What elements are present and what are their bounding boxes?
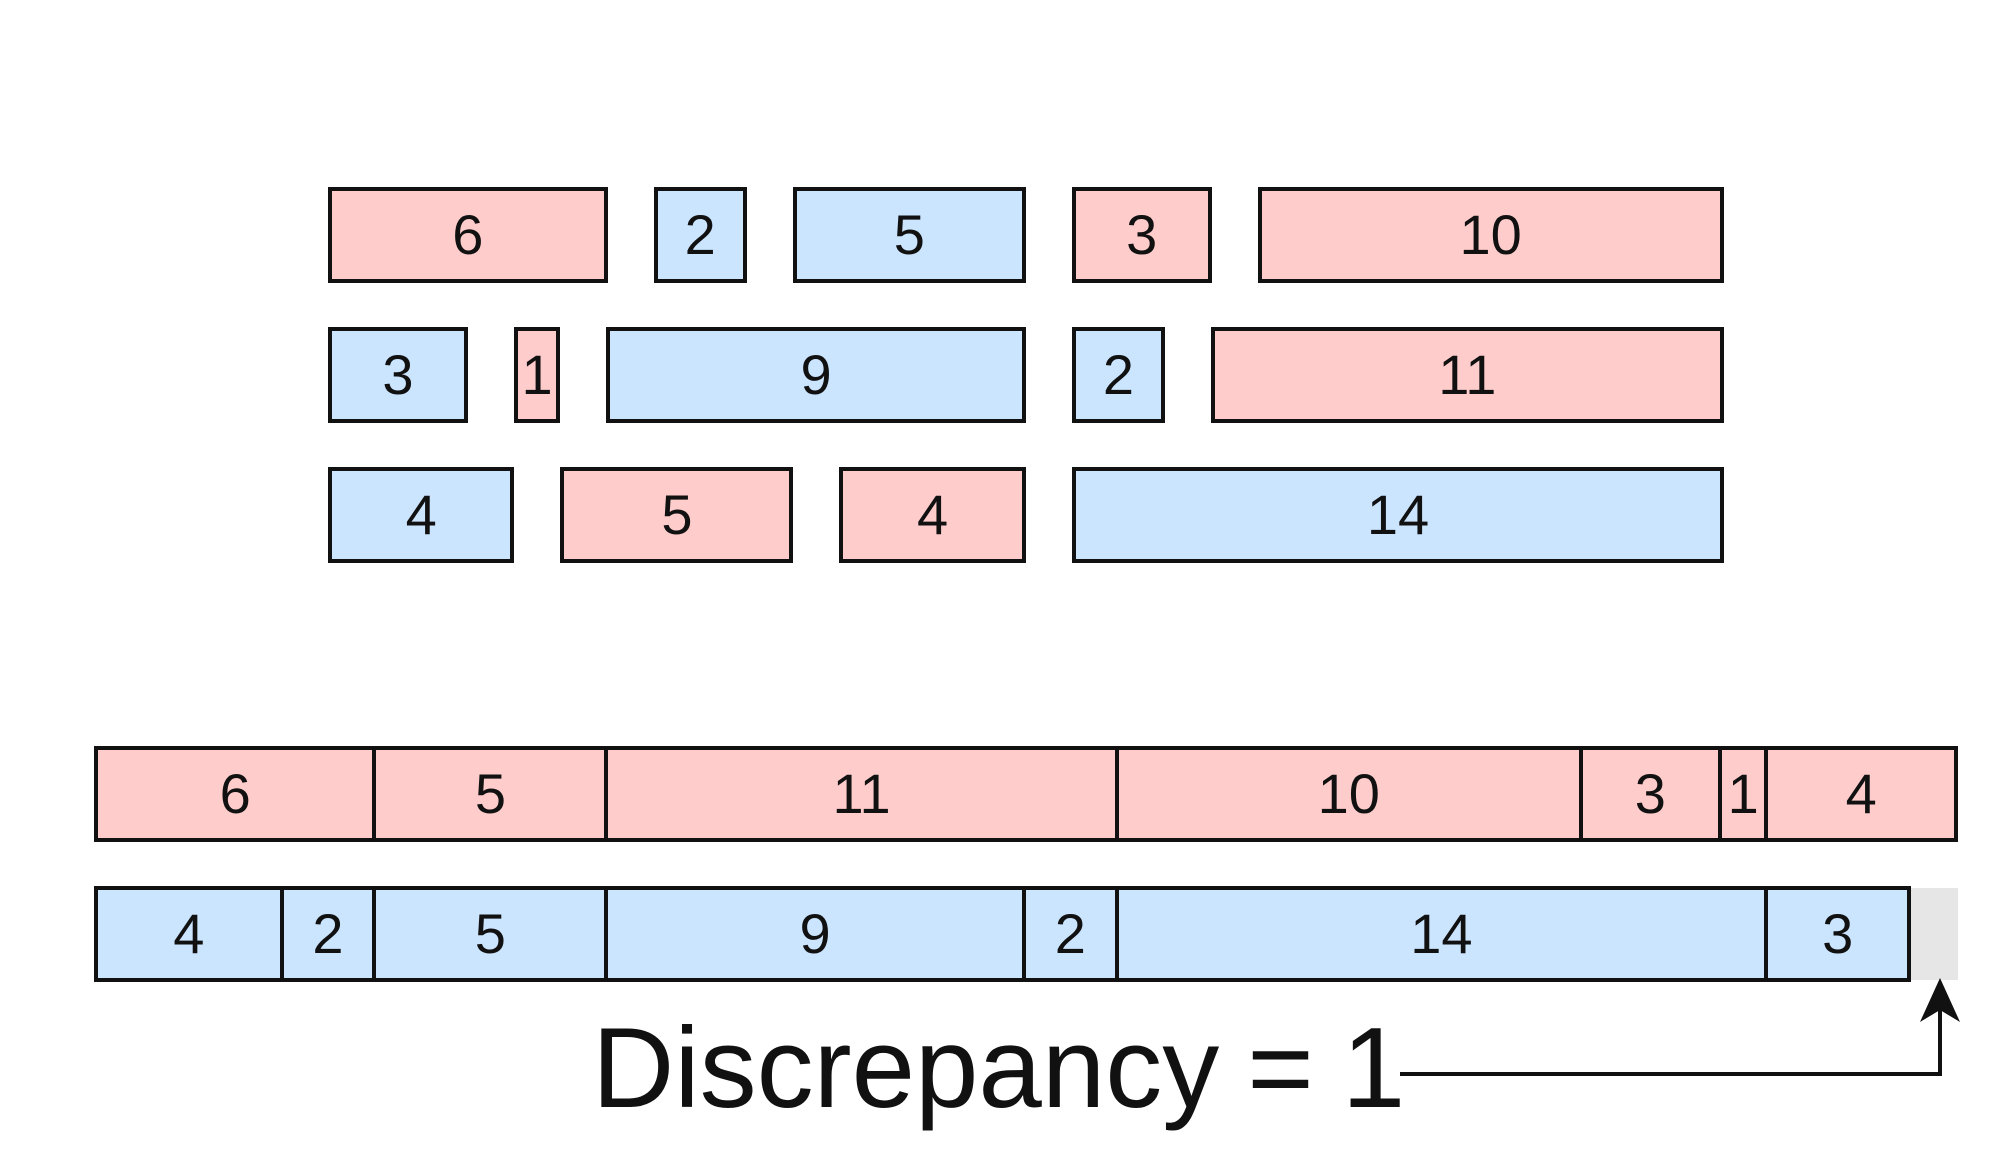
red-strip-segment-3: 11 — [608, 750, 1119, 838]
blue-strip-segment-1: 4 — [98, 890, 284, 978]
piece-row3-2: 5 — [560, 467, 794, 563]
red-strip: 6 5 11 10 3 1 4 — [94, 746, 1958, 842]
red-strip-segment-7: 4 — [1845, 762, 1877, 825]
caption-value: 1 — [1341, 1005, 1406, 1132]
connector-line — [1400, 990, 1942, 1076]
blue-strip: 4 2 5 9 2 14 3 — [94, 886, 1912, 982]
piece-row3-4: 14 — [1071, 467, 1725, 563]
piece-row2-4: 2 — [1071, 327, 1165, 423]
piece-row2-5: 11 — [1211, 327, 1724, 423]
red-strip-segment-6: 1 — [1722, 750, 1769, 838]
blue-strip-segment-5: 2 — [1026, 890, 1119, 978]
caption-label: Discrepancy — [592, 1005, 1220, 1132]
red-strip-segment-5: 3 — [1583, 750, 1722, 838]
caption-operator: = — [1247, 1005, 1314, 1132]
red-strip-segment-1: 6 — [98, 750, 377, 838]
discrepancy-gap — [1911, 888, 1958, 980]
piece-row1-1: 6 — [328, 187, 608, 283]
piece-row3-1: 4 — [328, 467, 515, 563]
discrepancy-caption: Discrepancy = 1 — [578, 1012, 1419, 1126]
blue-strip-segment-6: 14 — [1119, 890, 1769, 978]
piece-row2-3: 9 — [606, 327, 1026, 423]
piece-row1-3: 5 — [792, 187, 1026, 283]
red-strip-segment-4: 10 — [1119, 750, 1583, 838]
arrow-head-icon — [1920, 978, 1960, 1022]
piece-row1-4: 3 — [1071, 187, 1212, 283]
red-strip-segment-2: 5 — [376, 750, 609, 838]
piece-row2-2: 1 — [513, 327, 561, 423]
piece-row1-2: 2 — [653, 187, 747, 283]
blue-strip-segment-3: 5 — [376, 890, 609, 978]
piece-row2-1: 3 — [328, 327, 468, 423]
piece-row3-3: 4 — [839, 467, 1026, 563]
blue-strip-segment-2: 2 — [284, 890, 377, 978]
blue-strip-segment-7: 3 — [1822, 902, 1854, 965]
blue-strip-segment-4: 9 — [608, 890, 1026, 978]
piece-row1-5: 10 — [1257, 187, 1724, 283]
